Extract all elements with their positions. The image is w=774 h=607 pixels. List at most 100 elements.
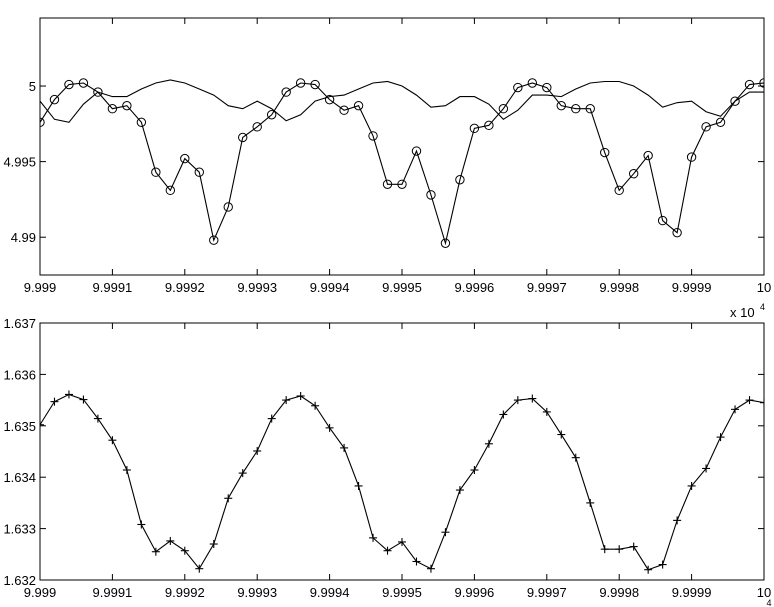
top-series-0-point — [368, 131, 378, 141]
bottom-x-tick-label: 9.9995 — [382, 585, 422, 600]
bottom-series-0-point — [282, 396, 291, 405]
bottom-series-0-point — [79, 395, 88, 404]
bottom-y-tick-label: 1.636 — [3, 367, 36, 382]
bottom-series-0-point — [586, 498, 595, 507]
top-series-0-point — [469, 123, 480, 134]
top-series-0-point — [339, 105, 349, 115]
bottom-series-0-point — [166, 536, 175, 545]
top-series-0-point — [382, 179, 393, 189]
top-series-0-point — [107, 104, 118, 114]
bottom-series-group — [40, 390, 764, 574]
bottom-x-tick-label: 9.9994 — [310, 585, 350, 600]
top-series-0-point — [440, 238, 451, 248]
bottom-series-0-point — [615, 545, 624, 554]
top-series-0-point — [136, 117, 147, 128]
top-series-0-point — [686, 152, 697, 162]
bottom-series-0-point — [108, 436, 117, 445]
x-multiplier-label: x 10 — [730, 305, 755, 320]
top-series-0-line — [40, 82, 764, 246]
top-series-0-point — [310, 79, 320, 90]
bottom-series-0-point — [412, 557, 421, 566]
top-series-0-point — [455, 175, 465, 185]
top-series-0-point — [64, 79, 74, 90]
top-series-1-line — [40, 79, 764, 123]
top-y-tick-label: 4.995 — [3, 155, 36, 170]
bottom-series-0-point — [50, 397, 59, 406]
bottom-series-0-point — [354, 481, 363, 490]
top-series-0-point — [484, 120, 494, 131]
top-series-0-point — [78, 78, 89, 88]
bottom-series-0-point — [542, 407, 551, 416]
top-series-0-point — [324, 94, 335, 105]
top-x-tick-label: 9.9998 — [599, 280, 639, 295]
top-series-0-point — [701, 122, 711, 132]
top-series-0-point — [426, 190, 436, 200]
bottom-series-0-point — [687, 481, 696, 490]
top-series-0-point — [498, 104, 509, 114]
bottom-x-tick-label: 9.9998 — [599, 585, 639, 600]
top-series-0-point — [151, 167, 161, 177]
bottom-series-0-point — [571, 453, 580, 462]
x-multiplier-exponent: 4 — [760, 302, 765, 312]
top-series-0-point — [281, 87, 291, 97]
top-series-0-point — [527, 78, 538, 88]
top-series-0-point — [194, 167, 204, 177]
x-multiplier-exponent-lower: 4 — [766, 598, 771, 607]
bottom-series-0-point — [658, 560, 667, 569]
bottom-series-0-point — [383, 546, 392, 555]
bottom-series-0-point — [484, 439, 493, 448]
top-series-0-point — [295, 78, 306, 88]
bottom-y-tick-label: 1.633 — [3, 522, 36, 537]
top-y-tick-label: 4.99 — [11, 230, 36, 245]
top-series-0-point — [585, 104, 595, 114]
bottom-series-0-point — [426, 564, 435, 573]
bottom-series-0-point — [702, 464, 711, 473]
bottom-series-0-point — [40, 420, 44, 429]
top-series-0-point — [556, 100, 566, 111]
bottom-series-0-point — [137, 520, 146, 529]
top-series-0-point — [571, 104, 581, 114]
top-series-0-point — [628, 169, 639, 179]
top-series-0-point — [165, 185, 176, 196]
bottom-y-tick-label: 1.634 — [3, 470, 36, 485]
top-series-0-point — [672, 227, 682, 238]
bottom-series-0-point — [369, 533, 378, 542]
bottom-series-0-point — [325, 423, 334, 432]
bottom-series-0-point — [398, 537, 406, 546]
top-x-tick-label: 9.9999 — [672, 280, 712, 295]
top-x-tick-label: 9.9997 — [527, 280, 567, 295]
top-series-0-point — [643, 150, 653, 161]
bottom-series-0-point — [93, 414, 102, 423]
bottom-x-tick-label: 9.9999 — [672, 585, 712, 600]
top-series-0-point — [93, 87, 103, 97]
bottom-series-0-point — [557, 430, 566, 439]
bottom-x-tick-label: 9.999 — [24, 585, 57, 600]
top-series-0-point — [266, 110, 277, 120]
bottom-series-0-point — [209, 540, 218, 549]
bottom-y-tick-label: 1.635 — [3, 419, 36, 434]
top-series-0-point — [513, 82, 523, 93]
top-series-0-point — [223, 202, 233, 212]
bottom-series-0-point — [760, 398, 764, 407]
bottom-series-0-point — [224, 494, 233, 503]
bottom-x-tick-label: 9.9997 — [527, 585, 567, 600]
top-series-group — [40, 78, 764, 248]
bottom-series-0-point — [716, 433, 725, 442]
top-x-tick-label: 9.9991 — [93, 280, 133, 295]
top-series-0-point — [180, 153, 190, 164]
top-series-0-point — [542, 82, 552, 93]
bottom-series-0-point — [195, 564, 204, 573]
top-series-0-point — [657, 215, 668, 226]
bottom-x-tick-label: 10 — [757, 585, 771, 600]
top-series-0-point — [744, 79, 755, 90]
top-series-0-point — [238, 132, 248, 143]
bottom-series-0-point — [441, 528, 450, 537]
bottom-series-0-point — [151, 547, 160, 556]
bottom-series-0-point — [745, 396, 754, 405]
top-series-0-point — [715, 117, 726, 128]
top-plot: 9.999 9.9991 9.9992 9.9993 9.9994 9.9995 9.999… — [3, 17, 771, 295]
bottom-series-0-point — [311, 401, 320, 410]
bottom-x-tick-label: 9.9992 — [165, 585, 205, 600]
bottom-series-0-point — [180, 546, 189, 555]
